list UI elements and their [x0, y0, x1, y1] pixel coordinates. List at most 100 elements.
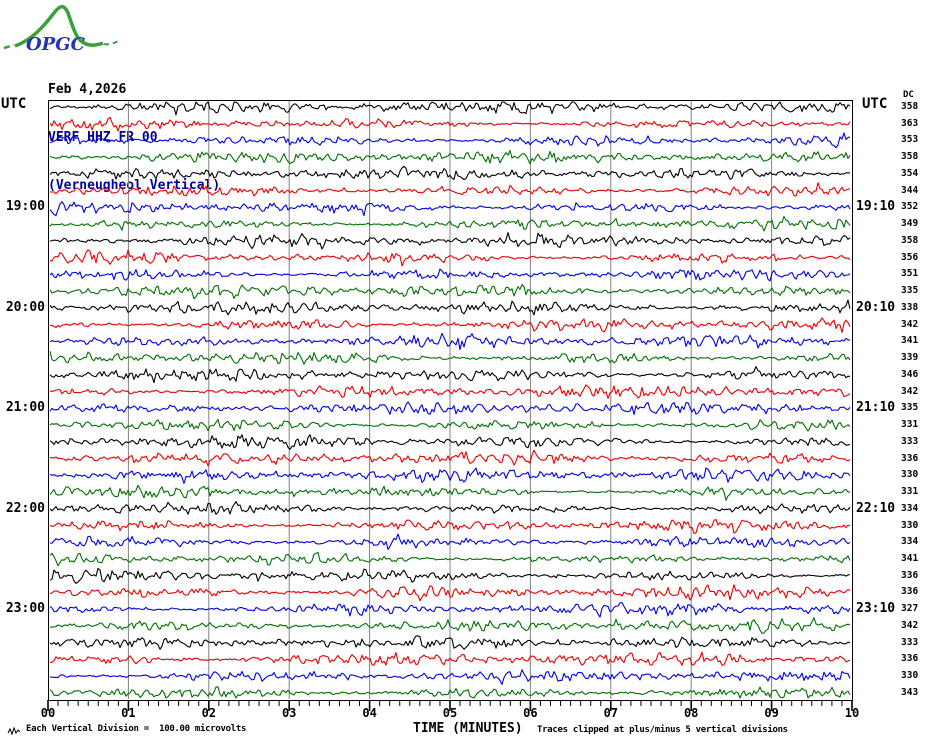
trace-line	[49, 401, 851, 416]
dc-value: 336	[901, 569, 919, 581]
dc-value: 333	[901, 636, 919, 648]
opgc-logo: OPGC	[3, 4, 119, 55]
dc-value: 334	[901, 502, 919, 514]
dc-value: 327	[901, 603, 919, 615]
dc-value: 334	[901, 536, 919, 548]
trace-line	[49, 467, 851, 485]
trace-line	[49, 317, 851, 333]
clip-note: Traces clipped at plus/minus 5 vertical …	[537, 725, 788, 735]
trace-line	[49, 418, 851, 432]
trace-line	[49, 132, 851, 149]
trace-line	[49, 669, 851, 685]
dc-value: 330	[901, 469, 919, 481]
dc-value: 356	[901, 251, 919, 263]
trace-line	[49, 215, 851, 232]
trace-line	[49, 101, 851, 116]
dc-value: 358	[901, 101, 919, 112]
dc-value: 344	[901, 184, 919, 196]
dc-value: 342	[901, 619, 919, 631]
hour-label-left: 21:00	[5, 400, 45, 416]
dc-value: 330	[901, 519, 919, 531]
trace-line	[49, 651, 851, 666]
trace-line	[49, 635, 851, 650]
dc-value: 342	[901, 318, 919, 330]
x-tick-label: 08	[683, 706, 699, 720]
hour-label-right: 19:10	[856, 199, 896, 215]
trace-line	[49, 484, 850, 501]
trace-line	[49, 149, 851, 165]
wave-icon	[7, 726, 21, 736]
dc-value: 335	[901, 402, 919, 414]
x-tick-label: 04	[362, 706, 377, 720]
x-tick-label: 05	[442, 706, 458, 720]
dc-value: 341	[901, 552, 919, 564]
trace-line	[49, 551, 851, 567]
dc-value: 335	[901, 285, 919, 297]
hour-label-right: 20:10	[856, 299, 896, 315]
trace-line	[49, 686, 851, 699]
dc-value: 342	[901, 385, 919, 397]
header-date: Feb 4,2026	[48, 82, 127, 97]
trace-line	[49, 533, 851, 550]
trace-line	[49, 332, 851, 351]
trace-line	[49, 201, 851, 217]
trace-line	[49, 232, 851, 250]
seismogram-plot	[48, 100, 853, 701]
dc-value: 352	[901, 201, 919, 213]
x-tick-label: 03	[281, 706, 297, 720]
trace-line	[49, 602, 851, 618]
hour-label-right: 22:10	[856, 500, 896, 516]
trace-line	[49, 449, 851, 467]
hour-label-right: 21:10	[856, 400, 896, 416]
x-tick-label: 00	[40, 706, 56, 720]
dc-value: 363	[901, 117, 919, 129]
trace-line	[49, 584, 851, 602]
dc-value: 358	[901, 234, 919, 246]
utc-header-right: UTC	[862, 96, 888, 112]
time-axis-ticks	[47, 700, 853, 711]
trace-line	[49, 617, 851, 634]
trace-line	[49, 518, 851, 534]
header-description: (Verneugheol Vertical)	[48, 178, 221, 193]
hour-label-left: 23:00	[5, 601, 45, 617]
dc-value: 343	[901, 686, 919, 698]
trace-line	[49, 366, 851, 384]
dc-value: 346	[901, 368, 919, 380]
trace-line	[49, 165, 851, 181]
trace-line	[49, 283, 851, 300]
logo-dash-right	[103, 40, 119, 46]
dc-value: 331	[901, 486, 919, 498]
x-tick-label: 06	[523, 706, 538, 720]
trace-line	[49, 268, 851, 282]
trace-line	[49, 116, 851, 132]
x-tick-label: 07	[603, 706, 619, 720]
x-tick-label: 02	[201, 706, 217, 720]
dc-value: 351	[901, 268, 919, 280]
hour-label-left: 20:00	[5, 299, 45, 315]
dc-value: 336	[901, 653, 919, 665]
dc-value: 341	[901, 335, 919, 347]
dc-value: 338	[901, 301, 919, 313]
dc-value: 354	[901, 167, 919, 179]
dc-value: 336	[901, 586, 919, 598]
dc-value: 331	[901, 419, 919, 431]
time-axis-title: TIME (MINUTES)	[413, 721, 523, 736]
trace-line	[49, 501, 851, 515]
dc-value: 330	[901, 670, 919, 682]
utc-header-left: UTC	[1, 96, 27, 112]
trace-line	[49, 182, 851, 197]
trace-line	[49, 567, 851, 584]
dc-value: 353	[901, 134, 919, 146]
hour-label-left: 22:00	[5, 500, 45, 516]
dc-value: 333	[901, 435, 919, 447]
hour-label-right: 23:10	[856, 601, 896, 617]
trace-line	[49, 351, 851, 365]
trace-line	[49, 249, 851, 267]
dc-value: 339	[901, 352, 919, 364]
trace-line	[49, 299, 851, 316]
dc-value: 336	[901, 452, 919, 464]
logo-text: OPGC	[26, 34, 86, 55]
dc-value: 349	[901, 218, 919, 230]
dc-value: 358	[901, 151, 919, 163]
